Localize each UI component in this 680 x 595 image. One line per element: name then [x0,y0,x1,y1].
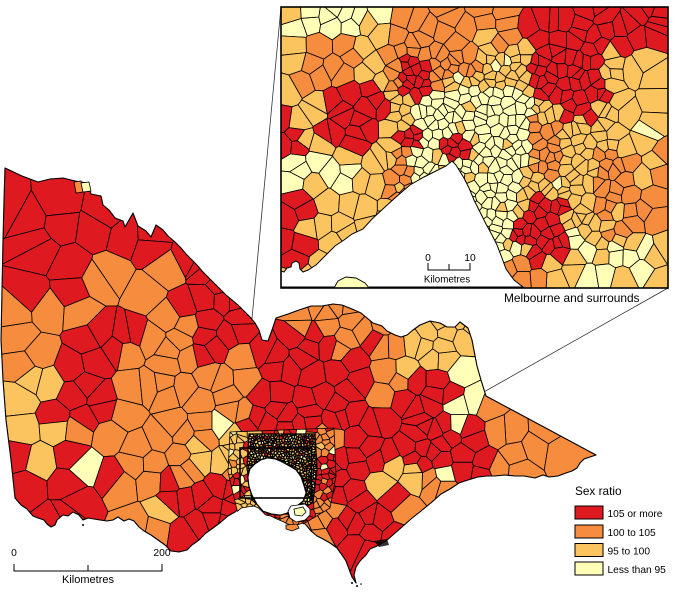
svg-text:105 or more: 105 or more [608,509,663,520]
svg-text:10: 10 [464,253,476,264]
svg-text:Sex ratio: Sex ratio [575,484,622,498]
svg-text:0: 0 [11,548,17,559]
svg-text:Kilometres: Kilometres [424,275,470,286]
svg-text:100 to 105: 100 to 105 [608,528,656,539]
svg-text:Melbourne and surrounds: Melbourne and surrounds [504,291,640,305]
svg-text:Less than 95: Less than 95 [608,565,667,576]
svg-text:0: 0 [425,253,431,264]
svg-text:200: 200 [153,548,170,559]
svg-text:95 to 100: 95 to 100 [608,547,651,558]
svg-text:Kilometres: Kilometres [62,574,114,586]
